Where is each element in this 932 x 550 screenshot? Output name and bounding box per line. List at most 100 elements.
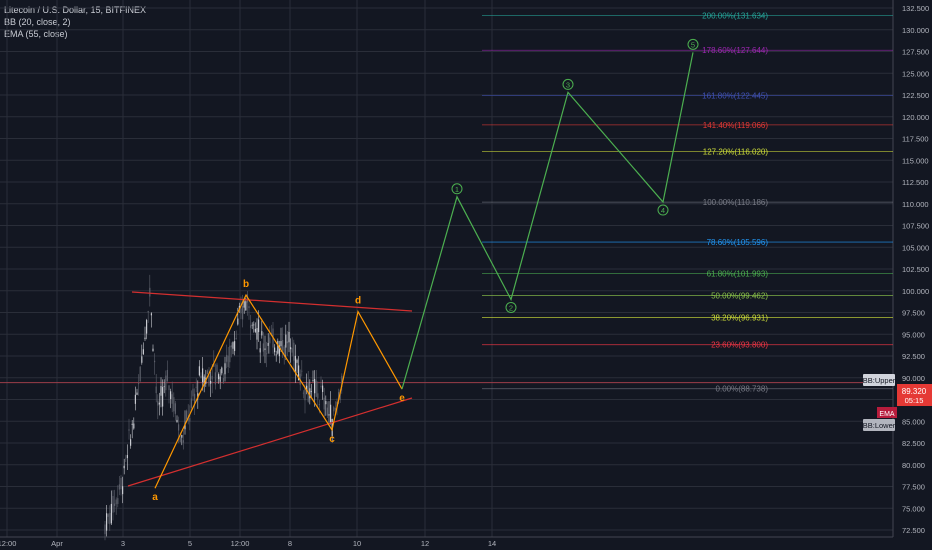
fib-level-label: 23.60%(93.800) bbox=[711, 341, 768, 350]
candle-body bbox=[142, 349, 144, 355]
wave-label-a: a bbox=[152, 492, 158, 503]
candle-body bbox=[254, 328, 256, 332]
candle-body bbox=[109, 513, 111, 525]
candle-body bbox=[115, 499, 117, 505]
candle-body bbox=[280, 341, 282, 347]
candle-body bbox=[106, 513, 108, 531]
candle-body bbox=[240, 308, 242, 314]
y-tick-label: 80.000 bbox=[902, 461, 925, 470]
wave-label-e: e bbox=[399, 393, 405, 404]
candle-body bbox=[251, 324, 253, 326]
candle-body bbox=[250, 325, 252, 328]
candle-body bbox=[258, 319, 260, 333]
candle-body bbox=[186, 410, 188, 420]
candle-body bbox=[248, 306, 250, 309]
candle-body bbox=[184, 423, 186, 430]
candle-body bbox=[275, 354, 277, 356]
candle-body bbox=[190, 398, 192, 408]
candle-body bbox=[206, 370, 208, 375]
candle-body bbox=[194, 393, 196, 404]
candle-body bbox=[131, 423, 133, 425]
wave-marker-label-1: 1 bbox=[455, 185, 459, 194]
candle-body bbox=[104, 524, 106, 535]
x-tick-label: 12:00 bbox=[0, 539, 16, 548]
candle-body bbox=[293, 342, 295, 361]
candle-body bbox=[296, 359, 298, 363]
candlestick-series bbox=[104, 274, 343, 541]
candle-body bbox=[221, 367, 223, 374]
candle-body bbox=[283, 346, 285, 356]
candle-body bbox=[162, 387, 164, 407]
candle-body bbox=[192, 388, 194, 397]
wave-label-b: b bbox=[243, 279, 249, 290]
candle-body bbox=[202, 368, 204, 383]
candle-body bbox=[125, 458, 127, 460]
candle-body bbox=[333, 407, 335, 412]
bb-upper-tag-bg bbox=[863, 374, 895, 386]
candle-body bbox=[146, 320, 148, 334]
y-tick-label: 117.500 bbox=[902, 135, 929, 144]
candle-body bbox=[117, 498, 119, 504]
candle-body bbox=[234, 341, 236, 351]
candle-body bbox=[285, 334, 287, 348]
candle-body bbox=[198, 366, 200, 376]
candle-body bbox=[154, 360, 156, 363]
candle-body bbox=[304, 387, 306, 401]
candle-body bbox=[219, 376, 221, 382]
candle-body bbox=[330, 404, 332, 423]
candle-body bbox=[136, 392, 138, 395]
candle-body bbox=[133, 423, 135, 429]
candle-body bbox=[326, 407, 328, 416]
chart-legend: Litecoin / U.S. Dollar, 15, BITFINEX BB … bbox=[4, 4, 146, 40]
candle-body bbox=[216, 364, 218, 373]
candle-body bbox=[173, 397, 175, 412]
y-tick-label: 130.000 bbox=[902, 26, 929, 35]
wave-marker-3 bbox=[562, 78, 574, 90]
x-tick-label: 12 bbox=[421, 539, 429, 548]
candle-body bbox=[179, 438, 181, 442]
candle-body bbox=[197, 393, 199, 399]
fib-level-label: 100.00%(110.186) bbox=[703, 198, 769, 207]
candle-body bbox=[160, 386, 162, 396]
candle-body bbox=[302, 392, 304, 394]
candle-body bbox=[189, 418, 191, 422]
candle-body bbox=[298, 365, 300, 381]
bb-indicator-label[interactable]: BB (20, close, 2) bbox=[4, 17, 71, 27]
candle-body bbox=[334, 408, 336, 410]
fib-level-label: 127.20%(116.020) bbox=[703, 147, 769, 156]
fib-level-label: 141.40%(119.066) bbox=[703, 121, 769, 130]
candle-body bbox=[309, 388, 311, 399]
candle-body bbox=[267, 342, 269, 346]
y-tick-label: 82.500 bbox=[902, 439, 925, 448]
ema-tag: EMA bbox=[879, 411, 895, 418]
candle-body bbox=[176, 419, 178, 423]
candle-body bbox=[306, 385, 308, 392]
y-tick-label: 75.000 bbox=[902, 504, 925, 513]
candle-body bbox=[314, 378, 316, 394]
candle-body bbox=[182, 440, 184, 443]
x-tick-label: 8 bbox=[288, 539, 292, 548]
candle-body bbox=[222, 377, 224, 383]
y-tick-label: 125.000 bbox=[902, 69, 929, 78]
candle-body bbox=[262, 343, 264, 352]
candle-body bbox=[237, 318, 239, 325]
y-tick-label: 105.000 bbox=[902, 243, 929, 252]
candle-body bbox=[315, 380, 317, 397]
candle-body bbox=[325, 401, 327, 405]
candle-body bbox=[181, 435, 183, 438]
fib-level-label: 0.00%(88.738) bbox=[716, 385, 769, 394]
candle-body bbox=[200, 375, 202, 378]
y-tick-label: 90.000 bbox=[902, 374, 925, 383]
last-price-value: 89.320 bbox=[902, 387, 927, 396]
y-tick-label: 85.000 bbox=[902, 417, 925, 426]
candle-body bbox=[274, 347, 276, 353]
wave-marker-label-2: 2 bbox=[509, 303, 513, 312]
candle-body bbox=[322, 385, 324, 392]
candle-body bbox=[139, 366, 141, 382]
y-tick-label: 120.000 bbox=[902, 113, 929, 122]
candle-body bbox=[163, 386, 165, 388]
y-tick-label: 132.500 bbox=[902, 4, 929, 13]
ema-indicator-label[interactable]: EMA (55, close) bbox=[4, 29, 68, 39]
fib-level-label: 50.00%(99.462) bbox=[711, 291, 768, 300]
